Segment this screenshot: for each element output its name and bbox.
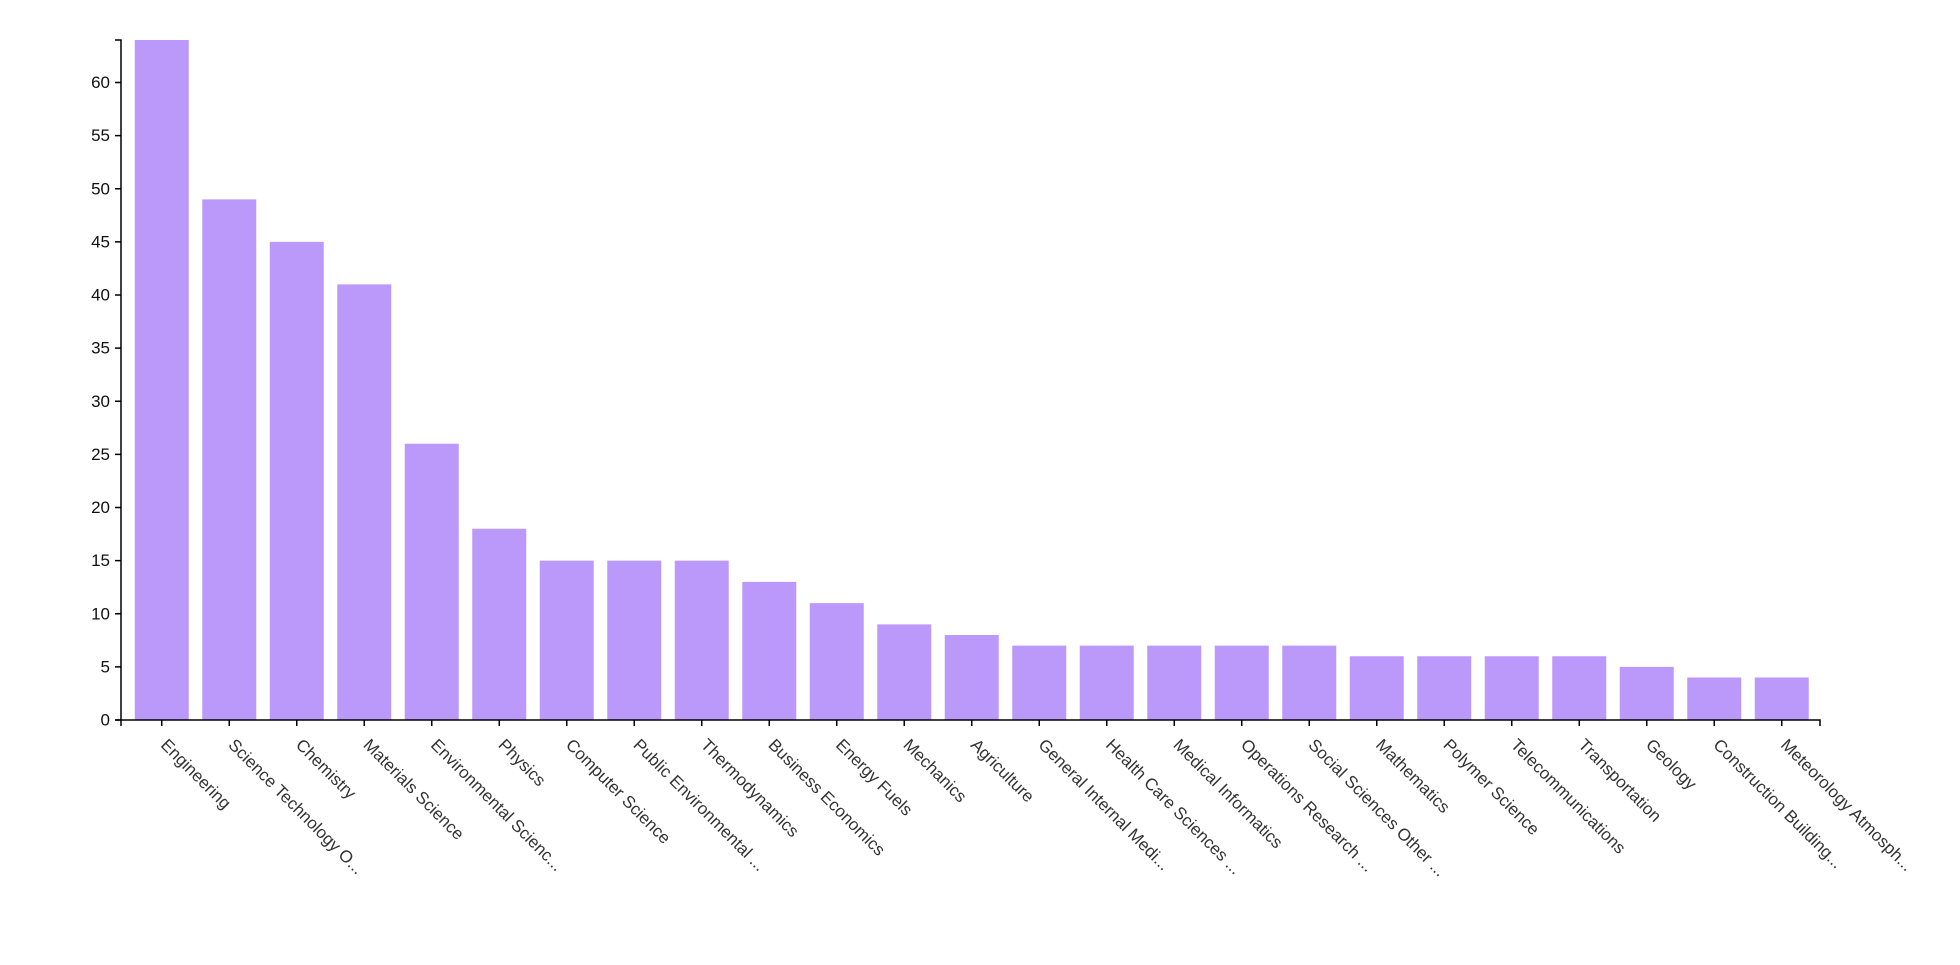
bars-layer bbox=[134, 40, 1809, 721]
bar-0 bbox=[134, 40, 189, 720]
x-tick-label-13: General Internal Medi... bbox=[1035, 735, 1174, 874]
y-tick-label-3: 15 bbox=[91, 551, 110, 570]
bar-4 bbox=[404, 443, 459, 720]
bar-11 bbox=[877, 624, 932, 721]
bar-14 bbox=[1079, 645, 1134, 721]
x-tick-label-1: Science Technology O... bbox=[225, 735, 368, 878]
x-tick-label-0: Engineering bbox=[157, 735, 235, 813]
bar-8 bbox=[674, 560, 729, 721]
bar-15 bbox=[1147, 645, 1202, 721]
x-tick-label-2: Chemistry bbox=[292, 735, 360, 803]
bar-2 bbox=[269, 241, 324, 721]
bar-5 bbox=[472, 528, 527, 720]
y-tick-label-7: 35 bbox=[91, 339, 110, 358]
y-tick-label-9: 45 bbox=[91, 232, 110, 251]
x-tick-label-24: Meteorology Atmosph... bbox=[1777, 735, 1917, 875]
y-tick-label-8: 40 bbox=[91, 286, 110, 305]
y-tick-label-11: 55 bbox=[91, 126, 110, 145]
bar-18 bbox=[1349, 656, 1404, 720]
x-tick-label-23: Construction Building... bbox=[1710, 735, 1847, 872]
x-tick-label-4: Environmental Scienc... bbox=[427, 735, 567, 875]
x-tick-label-14: Health Care Sciences ... bbox=[1102, 735, 1245, 878]
y-axis: 0 5 10 15 20 25 30 35 40 45 50 55 60 bbox=[91, 39, 122, 730]
bar-21 bbox=[1552, 656, 1607, 720]
x-tick-label-5: Physics bbox=[495, 735, 550, 790]
y-tick-label-0: 0 bbox=[101, 711, 110, 730]
x-tick-label-12: Agriculture bbox=[967, 735, 1038, 806]
y-tick-label-4: 20 bbox=[91, 498, 110, 517]
x-tick-label-17: Social Sciences Other ... bbox=[1305, 735, 1450, 880]
y-axis-line bbox=[115, 39, 122, 721]
bar-17 bbox=[1282, 645, 1337, 721]
bar-19 bbox=[1417, 656, 1472, 720]
x-tick-label-9: Business Economics bbox=[765, 735, 889, 859]
x-tick-label-7: Public Environmental ... bbox=[630, 735, 770, 875]
bar-12 bbox=[944, 635, 999, 720]
y-tick-label-1: 5 bbox=[101, 657, 110, 676]
x-axis-line bbox=[120, 719, 1821, 726]
bar-7 bbox=[607, 560, 662, 721]
y-tick-label-10: 50 bbox=[91, 179, 110, 198]
bar-3 bbox=[337, 284, 392, 721]
bar-1 bbox=[202, 199, 257, 721]
bar-16 bbox=[1214, 645, 1269, 721]
x-tick-label-16: Operations Research ... bbox=[1237, 735, 1377, 875]
bar-10 bbox=[809, 603, 864, 721]
y-tick-label-6: 30 bbox=[91, 392, 110, 411]
bar-13 bbox=[1012, 645, 1067, 721]
y-tick-label-5: 25 bbox=[91, 445, 110, 464]
bar-6 bbox=[539, 560, 594, 721]
x-tick-label-22: Geology bbox=[1642, 735, 1701, 794]
y-tick-label-12: 60 bbox=[91, 73, 110, 92]
x-tick-label-11: Mechanics bbox=[900, 735, 971, 806]
y-tick-label-2: 10 bbox=[91, 604, 110, 623]
bar-20 bbox=[1484, 656, 1539, 720]
bar-23 bbox=[1687, 677, 1742, 720]
x-tick-label-20: Telecommunications bbox=[1507, 735, 1629, 857]
bar-9 bbox=[742, 581, 797, 721]
bar-24 bbox=[1754, 677, 1809, 720]
bar-22 bbox=[1619, 666, 1674, 721]
